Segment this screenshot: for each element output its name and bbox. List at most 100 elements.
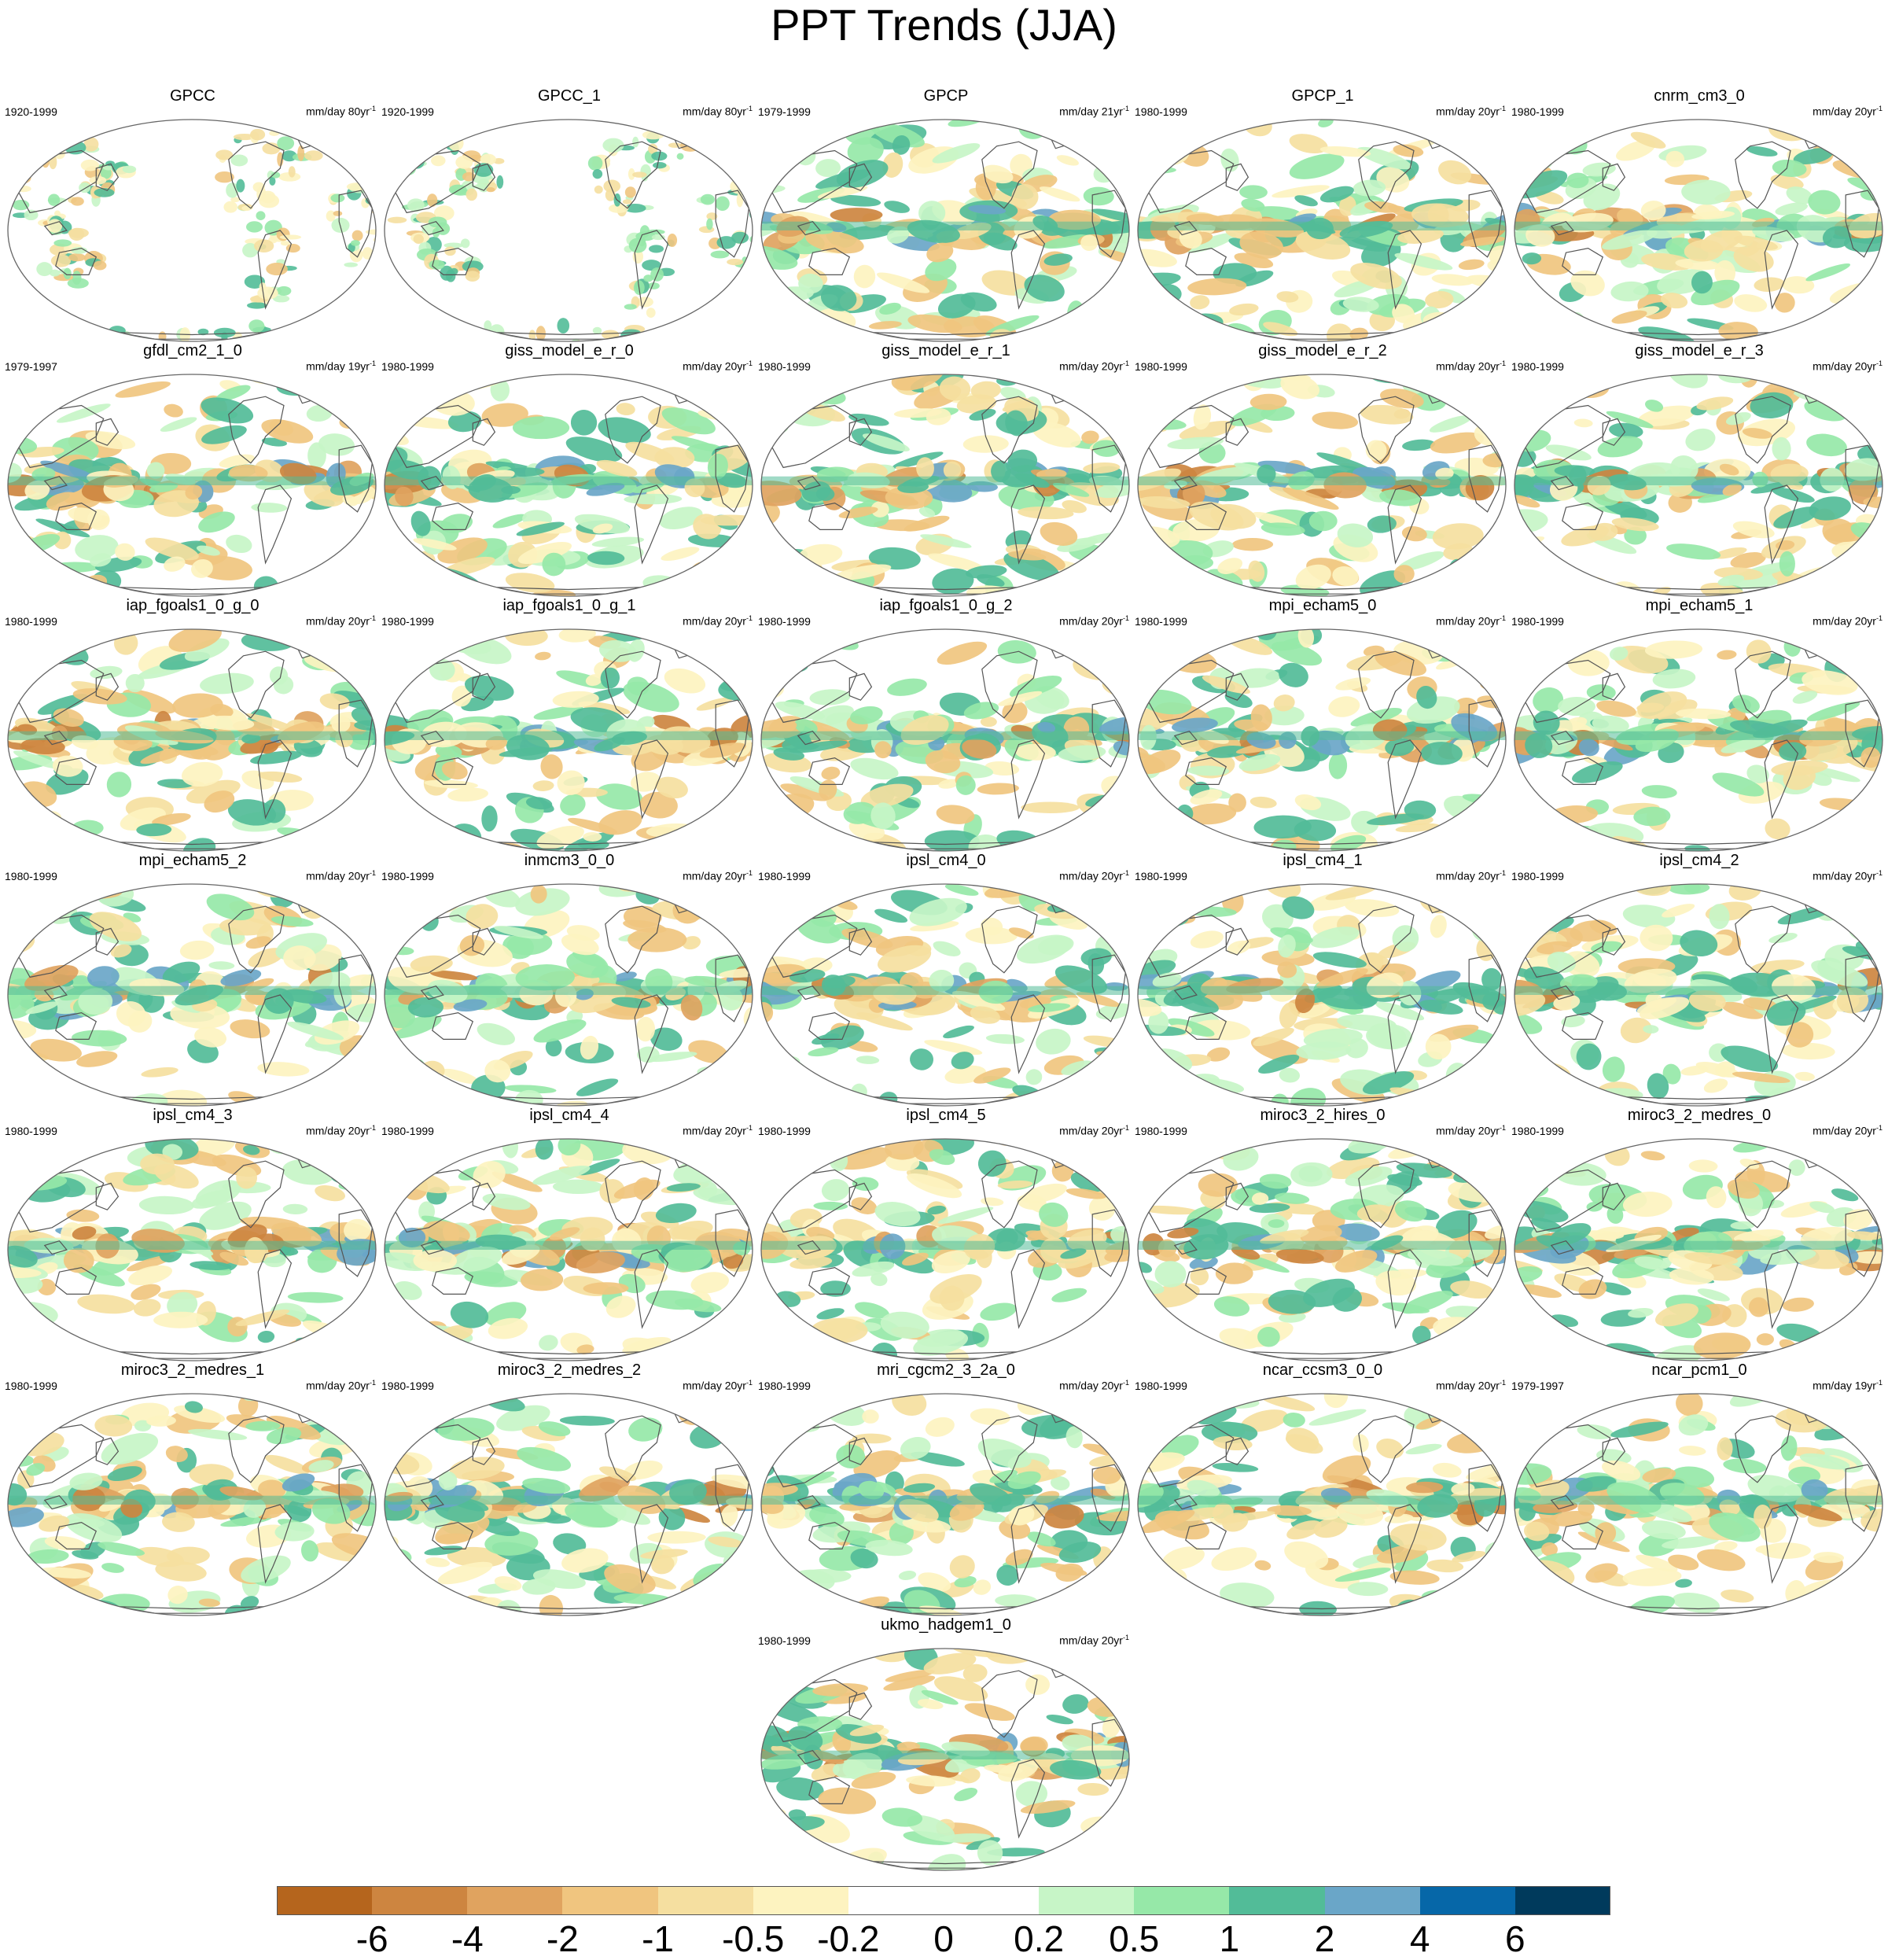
trend-blob xyxy=(452,1246,502,1272)
map-panel: ipsl_cm4_3 1980-1999 mm/day 20yr-1 xyxy=(5,1106,381,1361)
coastline xyxy=(1602,1182,1626,1210)
trend-blob xyxy=(635,629,660,636)
trend-blob xyxy=(594,185,603,194)
panel-units-text: mm/day 20yr xyxy=(1436,105,1500,118)
equatorial-band xyxy=(761,731,1129,740)
trend-blob xyxy=(1514,495,1540,508)
trend-blob xyxy=(1545,444,1592,461)
trend-blob xyxy=(1106,579,1123,595)
trend-blob xyxy=(566,951,609,978)
precip-trend-map xyxy=(7,628,377,852)
coastline xyxy=(1735,650,1791,719)
panel-units: mm/day 20yr-1 xyxy=(1436,1376,1506,1392)
trend-blob xyxy=(1028,1003,1071,1013)
trend-blob xyxy=(1085,1326,1118,1339)
trend-blob xyxy=(141,1067,178,1078)
trend-blob xyxy=(772,374,812,390)
trend-blob xyxy=(808,1047,839,1057)
trend-blob xyxy=(925,750,961,774)
trend-blob xyxy=(539,1335,558,1351)
trend-blob xyxy=(655,776,688,799)
trend-blob xyxy=(1356,146,1412,170)
trend-blob xyxy=(997,1180,1033,1189)
trend-blob xyxy=(277,152,284,167)
coastline xyxy=(1185,1011,1227,1040)
trend-blob xyxy=(319,893,344,916)
trend-blob xyxy=(517,542,572,565)
coastline xyxy=(808,1266,851,1295)
trend-blob xyxy=(779,826,822,851)
trend-blob xyxy=(1561,1015,1585,1028)
trend-blob xyxy=(1278,934,1296,958)
panel-model-name: iap_fgoals1_0_g_1 xyxy=(502,597,636,614)
trend-blob xyxy=(444,246,456,256)
trend-blob xyxy=(1730,552,1766,569)
trend-blob xyxy=(1420,742,1463,765)
trend-blob xyxy=(1190,930,1224,949)
trend-blob xyxy=(1279,1067,1301,1083)
trend-blob xyxy=(1573,126,1590,143)
trend-blob xyxy=(977,783,1019,795)
trend-blob xyxy=(318,433,355,456)
trend-blob xyxy=(1765,818,1790,840)
trend-blob xyxy=(955,775,976,795)
trend-blob xyxy=(1829,1069,1869,1090)
trend-blob xyxy=(314,1020,360,1045)
trend-blob xyxy=(1760,1248,1816,1266)
coastline xyxy=(1764,739,1799,820)
map-panel: iap_fgoals1_0_g_0 1980-1999 mm/day 20yr-1 xyxy=(5,596,381,852)
trend-blob xyxy=(540,754,563,779)
trend-blob xyxy=(1809,1201,1835,1214)
panel-year-range: 1980-1999 xyxy=(1135,870,1187,882)
trend-blob xyxy=(1238,753,1281,772)
trend-blob xyxy=(68,227,85,241)
trend-blob xyxy=(344,1218,371,1242)
trend-blob xyxy=(936,805,975,824)
trend-blob xyxy=(388,1086,408,1101)
coastline xyxy=(1173,476,1198,491)
coastline xyxy=(1550,986,1574,1000)
map-panel: giss_model_e_r_3 1980-1999 mm/day 20yr-1 xyxy=(1511,341,1887,597)
trend-blob xyxy=(1208,1394,1237,1405)
trend-blob xyxy=(20,630,56,647)
trend-blob xyxy=(745,193,753,204)
panel-units-text: mm/day 20yr xyxy=(1436,869,1500,882)
panel-year-range: 1980-1999 xyxy=(1511,1125,1564,1137)
trend-blob xyxy=(613,1179,661,1199)
trend-blob xyxy=(1768,120,1815,142)
trend-blob xyxy=(1138,1411,1180,1437)
trend-blob xyxy=(162,961,201,984)
coastline xyxy=(472,418,496,446)
trend-blob xyxy=(686,634,735,655)
trend-blob xyxy=(1514,917,1552,928)
trend-blob xyxy=(1076,992,1120,1008)
trend-blob xyxy=(35,1342,74,1361)
trend-blob xyxy=(53,1335,74,1346)
coastline xyxy=(43,476,68,491)
trend-blob xyxy=(1274,1192,1310,1204)
trend-blob xyxy=(276,286,292,296)
trend-blob xyxy=(1641,785,1677,799)
map-border xyxy=(1514,374,1883,597)
coastline xyxy=(715,1209,749,1277)
trend-blob xyxy=(761,376,808,388)
trend-blob xyxy=(110,944,132,958)
trend-blob xyxy=(1610,281,1649,302)
trend-blob xyxy=(1662,1063,1681,1085)
trend-blob xyxy=(181,761,223,787)
trend-blob xyxy=(385,1575,423,1603)
trend-blob xyxy=(314,128,335,139)
coastline xyxy=(1562,1266,1604,1295)
trend-blob xyxy=(1272,185,1330,198)
coastline xyxy=(420,221,444,236)
trend-blob xyxy=(20,890,64,907)
coastline xyxy=(1602,418,1626,446)
trend-blob xyxy=(1849,1078,1882,1089)
coastline xyxy=(797,221,821,236)
trend-blob xyxy=(8,1074,35,1089)
panel-units-text: mm/day 20yr xyxy=(683,1124,746,1137)
trend-blob xyxy=(266,263,288,276)
trend-blob xyxy=(1717,650,1737,660)
trend-blob xyxy=(1572,1143,1590,1152)
coastline xyxy=(1845,190,1879,258)
